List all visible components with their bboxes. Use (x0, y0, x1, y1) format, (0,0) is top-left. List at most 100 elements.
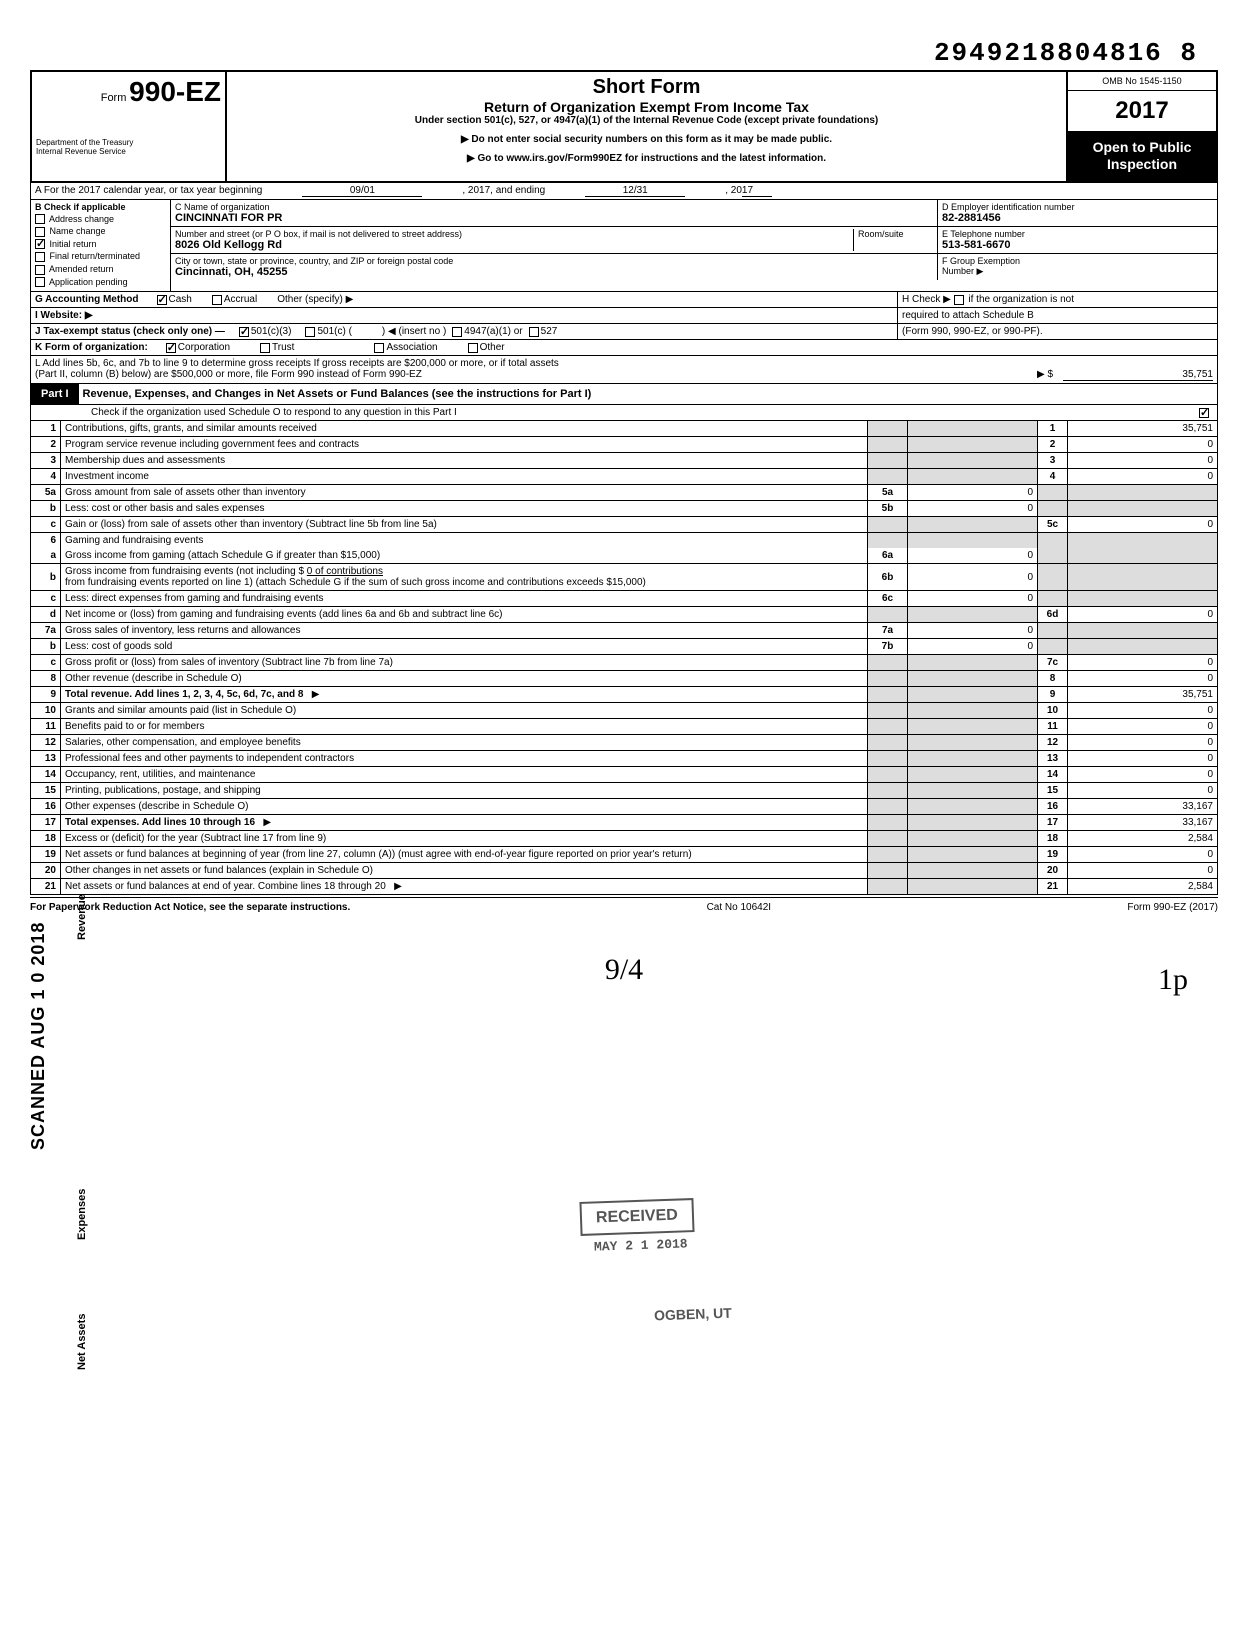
line19-num: 19 (31, 847, 61, 863)
line17-rlbl: 17 (1038, 815, 1068, 831)
side-label-revenue: Revenue (76, 894, 88, 940)
line18-num: 18 (31, 831, 61, 847)
line5c-rlbl: 5c (1038, 517, 1068, 533)
check-trust[interactable] (260, 343, 270, 353)
line3-rlbl: 3 (1038, 453, 1068, 469)
check-501c3[interactable] (239, 327, 249, 337)
line21-val: 2,584 (1068, 879, 1218, 895)
lbl-cash: Cash (169, 294, 192, 305)
lbl-501c3: 501(c)(3) (251, 326, 292, 337)
check-501c[interactable] (305, 327, 315, 337)
line7a-mlbl: 7a (868, 623, 908, 639)
line21-text: Net assets or fund balances at end of ye… (65, 881, 386, 892)
check-accrual[interactable] (212, 295, 222, 305)
line5c-num: c (31, 517, 61, 533)
line7c-rlbl: 7c (1038, 655, 1068, 671)
lbl-other-org: Other (480, 342, 505, 353)
check-h[interactable] (954, 295, 964, 305)
line11-text: Benefits paid to or for members (61, 719, 868, 735)
row-g: G Accounting Method Cash Accrual Other (… (30, 292, 1218, 308)
open-to-public-2: Inspection (1070, 156, 1214, 173)
lbl-final-return: Final return/terminated (50, 251, 141, 261)
line13-rlbl: 13 (1038, 751, 1068, 767)
page-footer: For Paperwork Reduction Act Notice, see … (30, 897, 1218, 913)
check-corp[interactable] (166, 343, 176, 353)
line15-num: 15 (31, 783, 61, 799)
row-a-label: A For the 2017 calendar year, or tax yea… (35, 185, 262, 196)
line6a-num: a (31, 548, 61, 564)
group-label2: Number ▶ (942, 266, 983, 276)
row-k: K Form of organization: Corporation Trus… (30, 340, 1218, 356)
line4-val: 0 (1068, 469, 1218, 485)
line8-rlbl: 8 (1038, 671, 1068, 687)
check-4947[interactable] (452, 327, 462, 337)
line7c-num: c (31, 655, 61, 671)
line10-num: 10 (31, 703, 61, 719)
line13-text: Professional fees and other payments to … (61, 751, 868, 767)
l-value: 35,751 (1063, 369, 1213, 381)
dept-line1: Department of the Treasury (36, 138, 221, 147)
check-application-pending[interactable] (35, 277, 45, 287)
check-address-change[interactable] (35, 214, 45, 224)
check-schedule-o[interactable] (1199, 408, 1209, 418)
row-a-end-ypre: , 20 (725, 185, 742, 196)
side-label-net-assets: Net Assets (76, 1314, 88, 1370)
org-name: CINCINNATI FOR PR (175, 212, 933, 224)
line1-val: 35,751 (1068, 421, 1218, 437)
check-amended[interactable] (35, 265, 45, 275)
lbl-501c: 501(c) ( (317, 326, 351, 337)
l-text1: L Add lines 5b, 6c, and 7b to line 9 to … (35, 358, 1213, 369)
received-date-stamp: MAY 2 1 2018 (580, 1230, 702, 1261)
l-arrow: ▶ $ (422, 369, 1063, 381)
line6b-mlbl: 6b (868, 564, 908, 591)
side-label-expenses: Expenses (76, 1189, 88, 1240)
row-a-end-month: 12/31 (585, 185, 685, 197)
part1-title: Revenue, Expenses, and Changes in Net As… (79, 384, 1217, 404)
line8-text: Other revenue (describe in Schedule O) (61, 671, 868, 687)
line10-val: 0 (1068, 703, 1218, 719)
name-label: C Name of organization (175, 202, 933, 212)
g-label: G Accounting Method (35, 294, 139, 305)
ein-label: D Employer identification number (942, 202, 1213, 212)
lbl-amended: Amended return (49, 264, 114, 274)
line6-num: 6 (31, 533, 61, 549)
check-527[interactable] (529, 327, 539, 337)
line7a-num: 7a (31, 623, 61, 639)
lbl-assoc: Association (386, 342, 437, 353)
city-value: Cincinnati, OH, 45255 (175, 266, 933, 278)
h-label: H Check ▶ (902, 294, 951, 305)
city-label: City or town, state or province, country… (175, 256, 933, 266)
line3-val: 0 (1068, 453, 1218, 469)
check-other-org[interactable] (468, 343, 478, 353)
line4-rlbl: 4 (1038, 469, 1068, 485)
addr-label: Number and street (or P O box, if mail i… (175, 229, 853, 239)
line7b-num: b (31, 639, 61, 655)
h-text3: required to attach Schedule B (902, 310, 1034, 321)
j-label: J Tax-exempt status (check only one) — (35, 326, 225, 337)
lbl-trust: Trust (272, 342, 294, 353)
omb-number: OMB No 1545-1150 (1068, 72, 1216, 91)
line6c-mval: 0 (908, 591, 1038, 607)
check-initial-return[interactable] (35, 239, 45, 249)
form-title: Short Form (237, 76, 1056, 99)
footer-mid: Cat No 10642I (707, 902, 772, 913)
line11-rlbl: 11 (1038, 719, 1068, 735)
check-final-return[interactable] (35, 252, 45, 262)
year-bold: 17 (1142, 97, 1169, 124)
line3-num: 3 (31, 453, 61, 469)
line12-rlbl: 12 (1038, 735, 1068, 751)
line6b-text3: from fundraising events reported on line… (65, 577, 646, 588)
line6c-mlbl: 6c (868, 591, 908, 607)
line19-text: Net assets or fund balances at beginning… (61, 847, 868, 863)
lbl-other-method: Other (specify) ▶ (277, 294, 353, 305)
h-text2: if the organization is not (968, 294, 1074, 305)
check-assoc[interactable] (374, 343, 384, 353)
tel-value: 513-581-6670 (942, 239, 1213, 251)
line15-val: 0 (1068, 783, 1218, 799)
check-cash[interactable] (157, 295, 167, 305)
handwriting-corner: 1p (1158, 963, 1188, 997)
check-name-change[interactable] (35, 227, 45, 237)
part1-check-text: Check if the organization used Schedule … (91, 407, 457, 418)
line6d-val: 0 (1068, 607, 1218, 623)
part1-check-row: Check if the organization used Schedule … (30, 405, 1218, 421)
